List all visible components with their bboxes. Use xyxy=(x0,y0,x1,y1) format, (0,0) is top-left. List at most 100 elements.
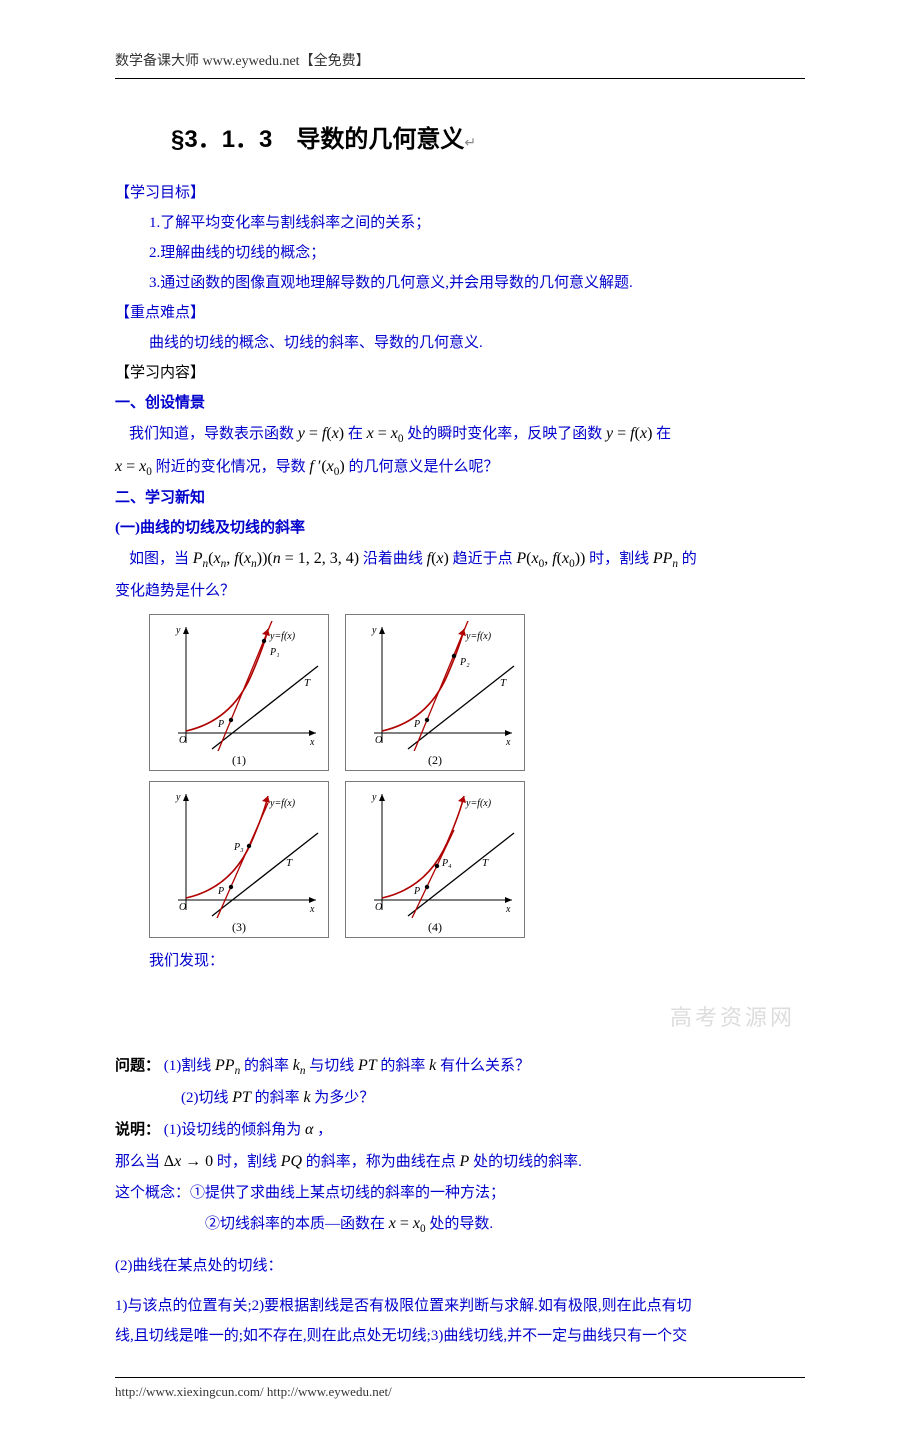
tangent-note-1: 1)与该点的位置有关;2)要根据割线是否有极限位置来判断与求解.如有极限,则在此… xyxy=(115,1291,805,1321)
subfig-3: O x y y=f(x) T P P₃ (3) xyxy=(149,781,329,938)
subfig-2-svg: O x y y=f(x) T P P₂ xyxy=(352,621,518,751)
sit-p1a: 我们知道，导数表示函数 xyxy=(129,426,298,442)
ti-d: 时，割线 xyxy=(585,551,653,567)
title-symbol: § xyxy=(171,126,184,153)
watermark: 高考资源网 xyxy=(115,1000,805,1032)
difficulties-text: 曲线的切线的概念、切线的斜率、导数的几何意义. xyxy=(149,328,805,358)
page: 数学备课大师 www.eywedu.net【全免费】 §3．1．3 导数的几何意… xyxy=(0,0,920,1430)
page-header: 数学备课大师 www.eywedu.net【全免费】 xyxy=(115,50,805,79)
objective-1: 1.了解平均变化率与割线斜率之间的关系； xyxy=(149,208,805,238)
ti-c: 趋近于点 xyxy=(449,551,517,567)
question-label: 问题： xyxy=(115,1058,160,1074)
subfig-2-label: (2) xyxy=(352,751,518,768)
concept-label: 这个概念： xyxy=(115,1185,190,1201)
svg-text:y=f(x): y=f(x) xyxy=(465,798,492,809)
svg-text:P: P xyxy=(413,886,420,897)
concept-line-2: ②切线斜率的本质—函数在 x = x0 处的导数. xyxy=(205,1208,805,1241)
e2a: 那么当 xyxy=(115,1154,164,1170)
svg-text:P: P xyxy=(217,719,224,730)
q1b: 的斜率 xyxy=(240,1058,293,1074)
concept-line-1: 这个概念：①提供了求曲线上某点切线的斜率的一种方法； xyxy=(115,1178,805,1208)
ti-e: 的 xyxy=(678,551,697,567)
q2a: (2)切线 xyxy=(181,1090,232,1106)
e2d: 处的切线的斜率. xyxy=(469,1154,582,1170)
svg-text:P₃: P₃ xyxy=(233,842,244,853)
svg-text:y: y xyxy=(371,792,377,803)
subfig-3-label: (3) xyxy=(156,918,322,935)
title-text: 导数的几何意义 xyxy=(296,126,464,153)
svg-text:y=f(x): y=f(x) xyxy=(465,631,492,642)
svg-text:O: O xyxy=(375,902,382,913)
svg-text:y=f(x): y=f(x) xyxy=(269,631,296,642)
situation-paragraph-2: x = x0 附近的变化情况，导数 f ′(x0) 的几何意义是什么呢？ xyxy=(115,451,805,484)
q1d: 的斜率 xyxy=(377,1058,430,1074)
svg-text:P₁: P₁ xyxy=(269,647,280,658)
explain-label: 说明： xyxy=(115,1122,160,1138)
objective-3: 3.通过函数的图像直观地理解导数的几何意义,并会用导数的几何意义解题. xyxy=(149,268,805,298)
explain-1: 说明： (1)设切线的倾斜角为 α ， xyxy=(115,1114,805,1146)
curve-tangent-heading: (2)曲线在某点处的切线： xyxy=(115,1251,805,1281)
sit-p1b: 在 xyxy=(344,426,367,442)
e1b: ， xyxy=(313,1122,332,1138)
tangent-intro-line2: 变化趋势是什么？ xyxy=(115,576,805,606)
svg-text:y: y xyxy=(175,792,181,803)
subfig-4: O x y y=f(x) T P P₄ (4) xyxy=(345,781,525,938)
title-number: 3．1．3 xyxy=(184,126,272,153)
svg-text:T: T xyxy=(482,857,489,869)
fig-grid-inner: O x y y=f(x) T P P₁ (1) xyxy=(149,614,805,938)
svg-text:y=f(x): y=f(x) xyxy=(269,798,296,809)
subfig-1: O x y y=f(x) T P P₁ (1) xyxy=(149,614,329,771)
svg-text:y: y xyxy=(175,625,181,636)
tangent-intro-line1: 如图，当 Pn(xn, f(xn))(n = 1, 2, 3, 4) 沿着曲线 … xyxy=(129,543,805,576)
subfig-4-svg: O x y y=f(x) T P P₄ xyxy=(352,788,518,918)
q1a: (1)割线 xyxy=(164,1058,215,1074)
document-title: §3．1．3 导数的几何意义↵ xyxy=(171,119,805,154)
footer-text: http://www.xiexingcun.com/ http://www.ey… xyxy=(115,1384,392,1399)
subfig-3-svg: O x y y=f(x) T P P₃ xyxy=(156,788,322,918)
q2c: 为多少？ xyxy=(311,1090,375,1106)
situation-paragraph: 我们知道，导数表示函数 y = f(x) 在 x = x0 处的瞬时变化率，反映… xyxy=(129,418,805,451)
q1e: 有什么关系？ xyxy=(436,1058,530,1074)
title-cursor: ↵ xyxy=(464,134,476,150)
svg-text:x: x xyxy=(309,737,315,748)
question-2: (2)切线 PT 的斜率 k 为多少？ xyxy=(181,1082,805,1114)
objective-2: 2.理解曲线的切线的概念； xyxy=(149,238,805,268)
question-block: 问题： (1)割线 PPn 的斜率 kn 与切线 PT 的斜率 k 有什么关系？ xyxy=(115,1050,805,1083)
subfig-2: O x y y=f(x) T P P₂ (2) xyxy=(345,614,525,771)
ti-b: 沿着曲线 xyxy=(359,551,427,567)
e2b: 时，割线 xyxy=(213,1154,281,1170)
ti-a: 如图，当 xyxy=(129,551,193,567)
objectives-label: 【学习目标】 xyxy=(115,178,805,208)
svg-text:P: P xyxy=(217,886,224,897)
svg-text:x: x xyxy=(309,904,315,915)
subfig-4-label: (4) xyxy=(352,918,518,935)
sit-p2b: 附近的变化情况，导数 xyxy=(152,459,310,475)
e2c: 的斜率，称为曲线在点 xyxy=(302,1154,460,1170)
c2a: ②切线斜率的本质—函数在 xyxy=(205,1216,389,1232)
svg-text:y: y xyxy=(371,625,377,636)
svg-text:T: T xyxy=(500,677,507,689)
svg-text:x: x xyxy=(505,737,511,748)
tangent-note-2: 线,且切线是唯一的;如不存在,则在此点处无切线;3)曲线切线,并不一定与曲线只有… xyxy=(115,1321,805,1351)
situation-heading: 一、创设情景 xyxy=(115,388,805,418)
c1: ①提供了求曲线上某点切线的斜率的一种方法； xyxy=(190,1185,505,1201)
subfig-1-label: (1) xyxy=(156,751,322,768)
svg-text:O: O xyxy=(179,735,186,746)
header-text: 数学备课大师 www.eywedu.net【全免费】 xyxy=(115,54,370,69)
svg-text:T: T xyxy=(304,677,311,689)
svg-text:x: x xyxy=(505,904,511,915)
tangent-subheading: (一)曲线的切线及切线的斜率 xyxy=(115,513,805,543)
q1c: 与切线 xyxy=(305,1058,358,1074)
subfig-1-svg: O x y y=f(x) T P P₁ xyxy=(156,621,322,751)
sit-p1c: 处的瞬时变化率，反映了函数 xyxy=(404,426,607,442)
difficulties-label: 【重点难点】 xyxy=(115,298,805,328)
e1a: (1)设切线的倾斜角为 xyxy=(164,1122,305,1138)
c2b: 处的导数. xyxy=(426,1216,494,1232)
sit-p2c: 的几何意义是什么呢？ xyxy=(345,459,499,475)
svg-text:P₄: P₄ xyxy=(441,858,452,869)
we-find: 我们发现： xyxy=(149,946,805,976)
svg-text:T: T xyxy=(286,857,293,869)
svg-text:O: O xyxy=(179,902,186,913)
svg-text:P₂: P₂ xyxy=(459,657,470,668)
content-label: 【学习内容】 xyxy=(115,358,805,388)
